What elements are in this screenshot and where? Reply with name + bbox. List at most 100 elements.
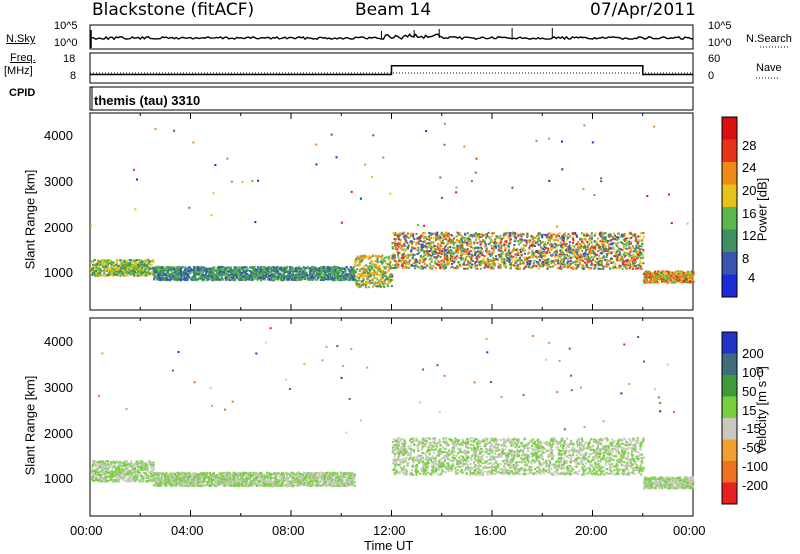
scatter-cell	[331, 275, 334, 278]
scatter-cell	[168, 267, 171, 270]
scatter-cell	[422, 249, 425, 252]
scatter-cell	[601, 240, 604, 243]
scatter-cell	[152, 266, 154, 269]
scatter-cell	[545, 252, 548, 255]
scatter-cell	[636, 254, 639, 257]
scatter-cell	[570, 251, 573, 254]
scatter-cell	[270, 267, 272, 270]
scatter-cell	[582, 242, 585, 245]
scatter-cell	[638, 249, 641, 252]
scatter-cell	[497, 262, 500, 265]
scatter-cell	[510, 263, 513, 266]
scatter-cell	[183, 275, 186, 278]
scatter-cell	[560, 267, 563, 270]
freq-panel-frame	[89, 52, 694, 84]
scatter-cell	[600, 264, 603, 267]
scatter-cell	[288, 272, 291, 275]
scatter-cell	[128, 259, 131, 261]
scatter-cell	[561, 258, 564, 261]
scatter-cell	[162, 273, 165, 276]
scatter-cell	[535, 265, 538, 268]
scatter-cell	[309, 267, 312, 270]
scatter-cell	[448, 258, 450, 261]
scatter-cell	[578, 260, 581, 262]
scatter-cell	[124, 267, 127, 270]
scatter-cell	[253, 273, 256, 276]
scatter-cell	[233, 268, 236, 271]
scatter-cell	[614, 262, 617, 265]
scatter-cell	[329, 273, 332, 276]
scatter-cell	[561, 247, 564, 250]
scatter-cell	[607, 234, 610, 237]
scatter-cell	[231, 277, 234, 280]
scatter-cell	[363, 275, 366, 278]
cpid-label: CPID	[9, 87, 36, 99]
scatter-cell	[601, 239, 604, 241]
scatter-cell	[158, 270, 161, 273]
scatter-cell	[604, 245, 607, 248]
scatter-cell	[296, 274, 299, 277]
scatter-cell	[535, 250, 538, 252]
scatter-cell	[315, 279, 318, 281]
scatter-cell	[388, 262, 391, 265]
scatter-cell	[508, 243, 511, 245]
scatter-cell	[628, 255, 631, 258]
scatter-cell	[610, 262, 613, 264]
scatter-cell	[588, 258, 591, 261]
scatter-cell	[597, 237, 599, 240]
scatter-cell	[346, 278, 349, 281]
scatter-cell	[458, 265, 461, 268]
scatter-cell	[301, 278, 304, 280]
scatter-cell	[546, 242, 549, 245]
scatter-cell	[272, 276, 275, 278]
scatter-cell	[177, 272, 180, 275]
scatter-cell	[489, 259, 492, 262]
scatter-cell	[423, 262, 426, 265]
scatter-cell	[294, 267, 297, 269]
scatter-cell	[108, 273, 111, 276]
scatter-cell	[322, 265, 325, 268]
scatter-cell	[519, 260, 522, 263]
scatter-cell	[193, 267, 196, 270]
scatter-cell	[424, 245, 426, 248]
scatter-cell	[559, 263, 562, 266]
scatter-cell	[477, 254, 480, 257]
scatter-cell	[364, 254, 367, 257]
scatter-cell	[605, 249, 608, 252]
scatter-cell	[623, 255, 626, 258]
scatter-cell	[384, 272, 387, 275]
scatter-cell	[328, 277, 330, 280]
scatter-cell	[572, 236, 575, 239]
scatter-cell	[183, 278, 186, 281]
scatter-cell	[471, 234, 473, 237]
scatter-cell	[638, 239, 641, 242]
scatter-cell	[157, 271, 160, 274]
scatter-cell	[585, 234, 588, 237]
scatter-cell	[577, 250, 580, 253]
scatter-cell	[146, 258, 149, 261]
scatter-cell	[232, 270, 235, 273]
scatter-cell	[456, 255, 459, 258]
scatter-cell	[457, 247, 460, 250]
scatter-cell	[539, 244, 542, 247]
scatter-cell	[197, 269, 200, 272]
scatter-cell	[451, 265, 454, 268]
scatter-cell	[540, 242, 543, 244]
scatter-cell	[95, 273, 98, 276]
scatter-cell	[363, 265, 366, 268]
scatter-cell	[563, 256, 566, 259]
scatter-cell	[528, 256, 530, 259]
scatter-cell	[268, 272, 271, 275]
scatter-cell	[496, 235, 499, 238]
scatter-cell	[547, 263, 550, 266]
scatter-cell	[252, 266, 255, 269]
scatter-cell	[562, 236, 565, 239]
scatter-cell	[355, 283, 358, 286]
scatter-cell	[374, 265, 377, 268]
scatter-cell	[210, 273, 213, 276]
scatter-cell	[156, 271, 159, 274]
scatter-cell	[384, 267, 387, 270]
scatter-cell	[178, 269, 181, 271]
scatter-cell	[346, 275, 349, 278]
scatter-cell	[390, 285, 393, 287]
